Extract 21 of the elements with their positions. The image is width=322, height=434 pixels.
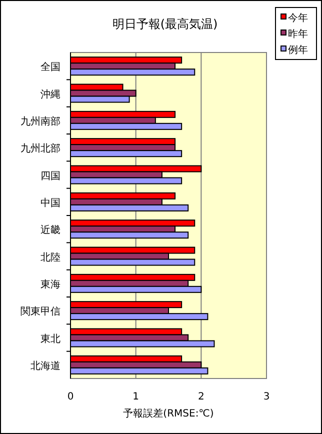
y-tick-label: 全国	[40, 61, 60, 74]
y-tick-label: 沖縄	[40, 88, 60, 100]
x-tick-label: 2	[198, 392, 204, 402]
y-tick-label: 関東甲信	[20, 306, 60, 318]
y-tick-label: 東北	[40, 332, 60, 345]
x-axis-title: 予報誤差(RMSE:℃)	[123, 408, 214, 420]
y-tick-label: 四国	[40, 170, 60, 182]
y-tick-label: 九州北部	[20, 142, 60, 155]
y-tick-label: 九州南部	[20, 115, 60, 128]
y-tick-label: 北陸	[40, 251, 60, 264]
x-tick-label: 0	[67, 392, 74, 402]
y-tick-label: 中国	[40, 196, 60, 209]
x-tick-label: 1	[132, 392, 140, 402]
y-tick-label: 北海道	[30, 360, 60, 372]
legend-label: 例年	[288, 44, 308, 56]
legend-label: 今年	[288, 12, 308, 24]
x-tick-label: 3	[263, 392, 270, 402]
chart-title: 明日予報(最高気温)	[112, 17, 218, 31]
y-tick-label: 東海	[40, 278, 60, 290]
y-tick-label: 近畿	[40, 224, 60, 236]
legend-label: 昨年	[288, 28, 308, 40]
